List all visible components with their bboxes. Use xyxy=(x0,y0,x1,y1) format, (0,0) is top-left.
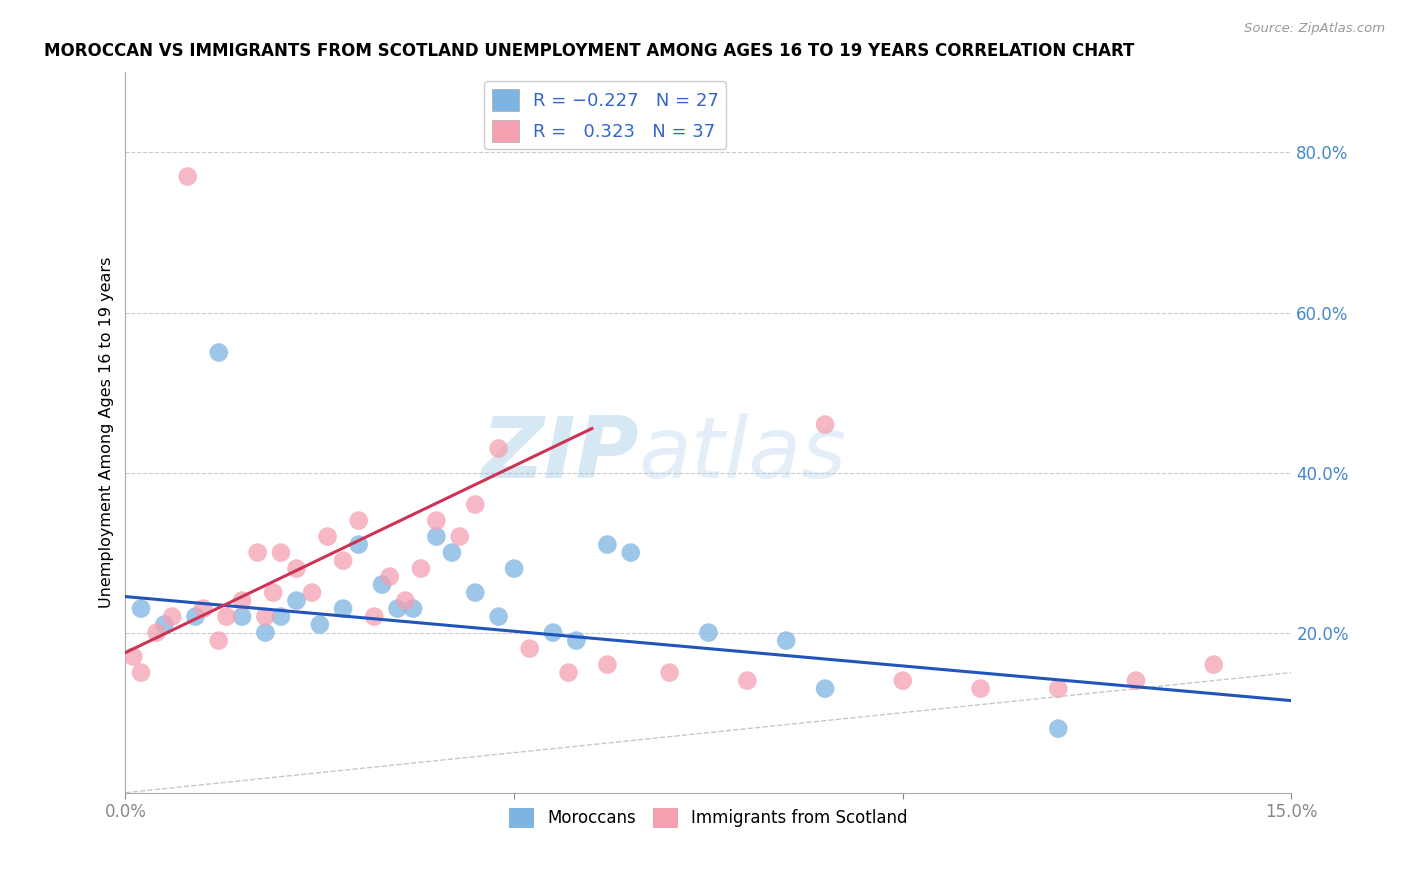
Point xyxy=(193,601,215,615)
Point xyxy=(262,585,284,599)
Point xyxy=(541,625,564,640)
Text: MOROCCAN VS IMMIGRANTS FROM SCOTLAND UNEMPLOYMENT AMONG AGES 16 TO 19 YEARS CORR: MOROCCAN VS IMMIGRANTS FROM SCOTLAND UNE… xyxy=(44,42,1135,60)
Point xyxy=(402,601,425,615)
Point xyxy=(440,545,463,559)
Y-axis label: Unemployment Among Ages 16 to 19 years: Unemployment Among Ages 16 to 19 years xyxy=(100,257,114,608)
Point xyxy=(347,538,370,552)
Point xyxy=(363,609,385,624)
Point xyxy=(270,609,292,624)
Point xyxy=(488,442,510,456)
Point xyxy=(425,530,447,544)
Point xyxy=(332,553,354,567)
Point xyxy=(737,673,759,688)
Point xyxy=(814,681,837,696)
Text: Source: ZipAtlas.com: Source: ZipAtlas.com xyxy=(1244,22,1385,36)
Text: ZIP: ZIP xyxy=(481,413,638,496)
Point xyxy=(503,561,526,575)
Point xyxy=(557,665,579,680)
Point xyxy=(409,561,432,575)
Point xyxy=(658,665,681,680)
Point xyxy=(1047,681,1070,696)
Point xyxy=(332,601,354,615)
Point xyxy=(969,681,991,696)
Point xyxy=(285,561,308,575)
Point xyxy=(129,601,152,615)
Point xyxy=(215,609,238,624)
Point xyxy=(254,609,277,624)
Point xyxy=(285,593,308,607)
Point xyxy=(184,609,207,624)
Point xyxy=(208,633,231,648)
Point xyxy=(1047,722,1070,736)
Point xyxy=(814,417,837,432)
Point xyxy=(596,538,619,552)
Point xyxy=(596,657,619,672)
Point xyxy=(891,673,914,688)
Point xyxy=(697,625,720,640)
Point xyxy=(208,345,231,359)
Point xyxy=(519,641,541,656)
Point xyxy=(231,593,253,607)
Point xyxy=(371,577,394,591)
Point xyxy=(449,530,471,544)
Point xyxy=(231,609,253,624)
Point xyxy=(565,633,588,648)
Point xyxy=(387,601,409,615)
Point xyxy=(775,633,797,648)
Point xyxy=(246,545,269,559)
Point xyxy=(270,545,292,559)
Point xyxy=(1202,657,1225,672)
Point xyxy=(1125,673,1147,688)
Text: atlas: atlas xyxy=(638,413,846,496)
Point xyxy=(394,593,416,607)
Point xyxy=(160,609,183,624)
Point xyxy=(488,609,510,624)
Point xyxy=(129,665,152,680)
Point xyxy=(301,585,323,599)
Point xyxy=(308,617,330,632)
Point xyxy=(153,617,176,632)
Point xyxy=(122,649,145,664)
Point xyxy=(425,514,447,528)
Point xyxy=(378,569,401,583)
Point xyxy=(316,530,339,544)
Point xyxy=(464,585,486,599)
Point xyxy=(347,514,370,528)
Point xyxy=(176,169,198,184)
Point xyxy=(464,498,486,512)
Point xyxy=(145,625,167,640)
Point xyxy=(254,625,277,640)
Legend: Moroccans, Immigrants from Scotland: Moroccans, Immigrants from Scotland xyxy=(502,801,914,835)
Point xyxy=(620,545,643,559)
